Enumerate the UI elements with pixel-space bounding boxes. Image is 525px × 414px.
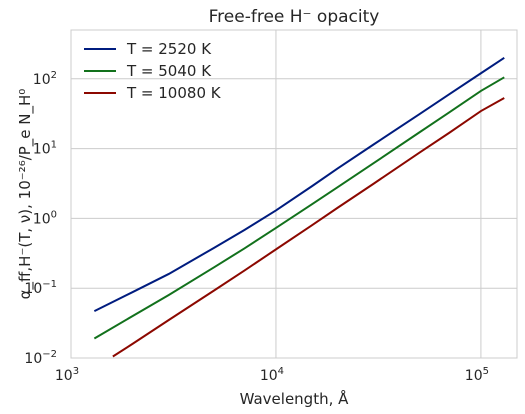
x-axis-label: Wavelength, Å <box>240 389 350 408</box>
x-tick-labels: 103 104 105 <box>55 366 489 384</box>
y-tick-label: 102 <box>33 70 57 88</box>
y-tick-label: 10−2 <box>24 349 57 367</box>
series-line <box>93 76 505 340</box>
x-tick-label: 105 <box>465 366 489 384</box>
grid <box>70 30 517 359</box>
y-tick-label: 10−1 <box>24 279 57 297</box>
y-tick-label: 100 <box>33 209 57 227</box>
legend: T = 2520 K T = 5040 K T = 10080 K <box>84 40 222 102</box>
y-tick-labels: 10−2 10−1 100 101 102 <box>24 70 57 367</box>
y-axis-label: α_ff,H⁻(T, ν), 10⁻²⁶/P_e N_H⁰ <box>16 89 35 300</box>
series-group <box>93 56 505 358</box>
y-tick-label: 101 <box>33 140 57 158</box>
legend-label: T = 10080 K <box>126 84 222 102</box>
legend-label: T = 5040 K <box>126 62 212 80</box>
series-line <box>93 56 505 312</box>
x-tick-label: 103 <box>55 366 79 384</box>
series-line <box>112 97 505 358</box>
x-tick-label: 104 <box>260 366 284 384</box>
chart-title: Free-free H⁻ opacity <box>209 7 380 27</box>
plot-area <box>70 29 518 359</box>
legend-label: T = 2520 K <box>126 40 212 58</box>
